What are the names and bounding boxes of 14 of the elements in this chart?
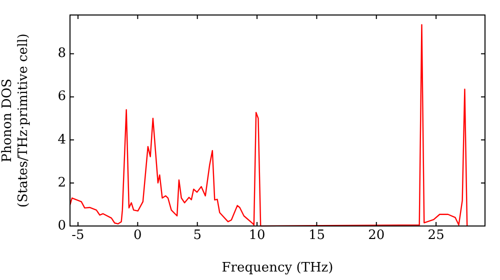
x-axis-title: Frequency (THz): [222, 260, 334, 276]
x-tick-label: 20: [368, 228, 385, 244]
x-tick-label: -5: [72, 228, 84, 244]
y-tick-label: 8: [58, 46, 66, 62]
x-tick-label: 5: [193, 228, 202, 244]
y-tick-label: 2: [58, 175, 66, 190]
x-tick-label: 25: [428, 228, 444, 244]
x-tick-label: 15: [308, 228, 325, 244]
y-axis-title: Phonon DOS (States/THz·primitive cell): [0, 33, 31, 208]
y-tick-label: 0: [58, 218, 66, 234]
x-tick-label: 0: [134, 228, 142, 244]
y-tick-label: 4: [58, 132, 66, 148]
x-tick-label: 10: [248, 228, 266, 244]
y-tick-label: 6: [58, 89, 66, 104]
